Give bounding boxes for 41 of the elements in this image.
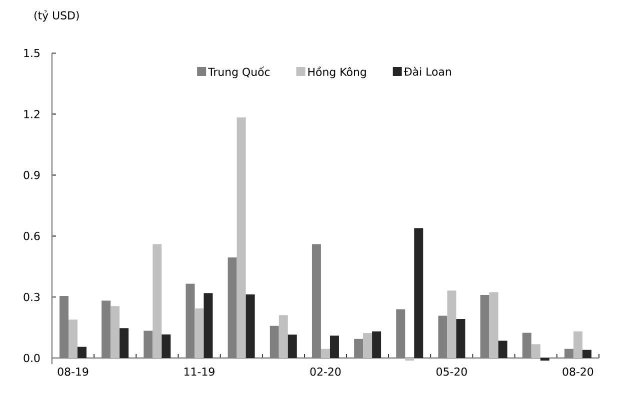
bar (278, 315, 288, 358)
bar (372, 331, 382, 358)
bar (456, 318, 466, 358)
bar (447, 290, 456, 358)
bar (363, 332, 372, 358)
bar (162, 334, 171, 358)
bar (405, 358, 414, 361)
bar (78, 346, 87, 358)
bar (414, 228, 424, 358)
bar (531, 344, 540, 358)
y-tick-label: 0.9 (24, 170, 40, 180)
bar (573, 331, 582, 358)
bar (320, 348, 330, 358)
bar (236, 117, 246, 358)
bar (288, 334, 297, 358)
y-axis-title: (tỷ USD) (34, 10, 79, 22)
legend-label: Trung Quốc (208, 66, 270, 78)
x-tick-label: 02-20 (310, 368, 341, 376)
y-tick-label: 1.5 (24, 49, 40, 58)
bar (204, 293, 213, 358)
bar (246, 294, 255, 358)
bar (489, 292, 498, 358)
bar (194, 308, 204, 358)
x-tick-label: 05-20 (436, 368, 467, 376)
y-tick-label: 1.2 (24, 110, 40, 118)
y-tick-label: 0.6 (24, 232, 40, 240)
x-tick-label: 08-19 (58, 368, 88, 376)
bar (330, 336, 339, 358)
bar (540, 358, 550, 361)
x-tick-label: 11-19 (184, 368, 214, 376)
bar (120, 328, 129, 358)
bar (152, 244, 162, 358)
bar (68, 320, 78, 358)
bar (498, 340, 508, 358)
bar (582, 350, 592, 358)
bar (110, 306, 120, 358)
x-tick-label: 08-20 (562, 368, 594, 376)
y-tick-label: 0.0 (24, 354, 40, 362)
legend-label: Đài Loan (404, 66, 451, 76)
legend-label: Hồng Kông (308, 66, 366, 78)
y-tick-label: 0.3 (24, 292, 40, 302)
